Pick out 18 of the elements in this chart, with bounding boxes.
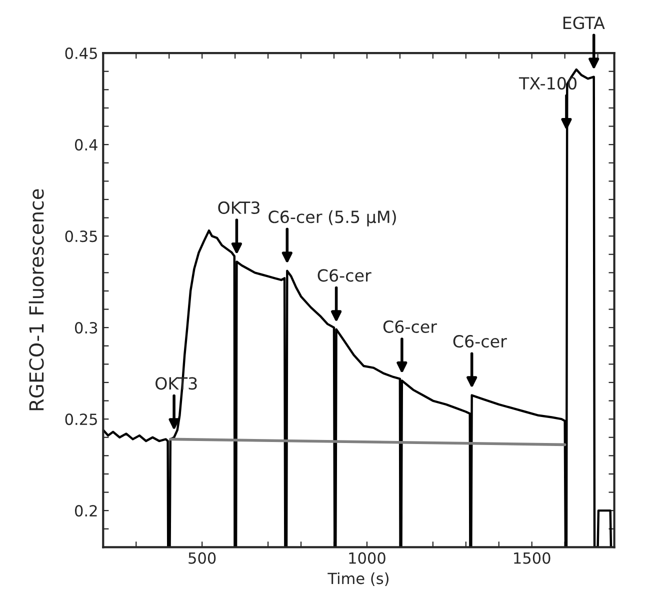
annotation: C6-cer (5.5 μM) [268, 210, 396, 226]
y-tick-label: 0.4 [75, 139, 98, 151]
x-tick-label: 500 [188, 552, 216, 564]
annotation: C6-cer [383, 320, 437, 333]
y-tick-label: 0.35 [65, 230, 97, 242]
annotation: OKT3 [218, 201, 260, 214]
x-tick-label: 1000 [349, 552, 386, 564]
x-axis-title: Time (s) [328, 572, 388, 586]
annotation: C6-cer [318, 269, 372, 282]
y-tick-label: 0.25 [65, 414, 97, 426]
annotation: C6-cer [453, 335, 507, 348]
y-axis-title: RGECO-1 Fluorescence [28, 189, 44, 410]
y-tick-label: 0.3 [75, 322, 98, 334]
x-tick-label: 1500 [514, 552, 550, 564]
y-tick-label: 0.2 [75, 505, 97, 517]
annotation: EGTA [563, 16, 605, 30]
y-tick-label: 0.45 [65, 48, 97, 60]
line-series [103, 68, 612, 548]
